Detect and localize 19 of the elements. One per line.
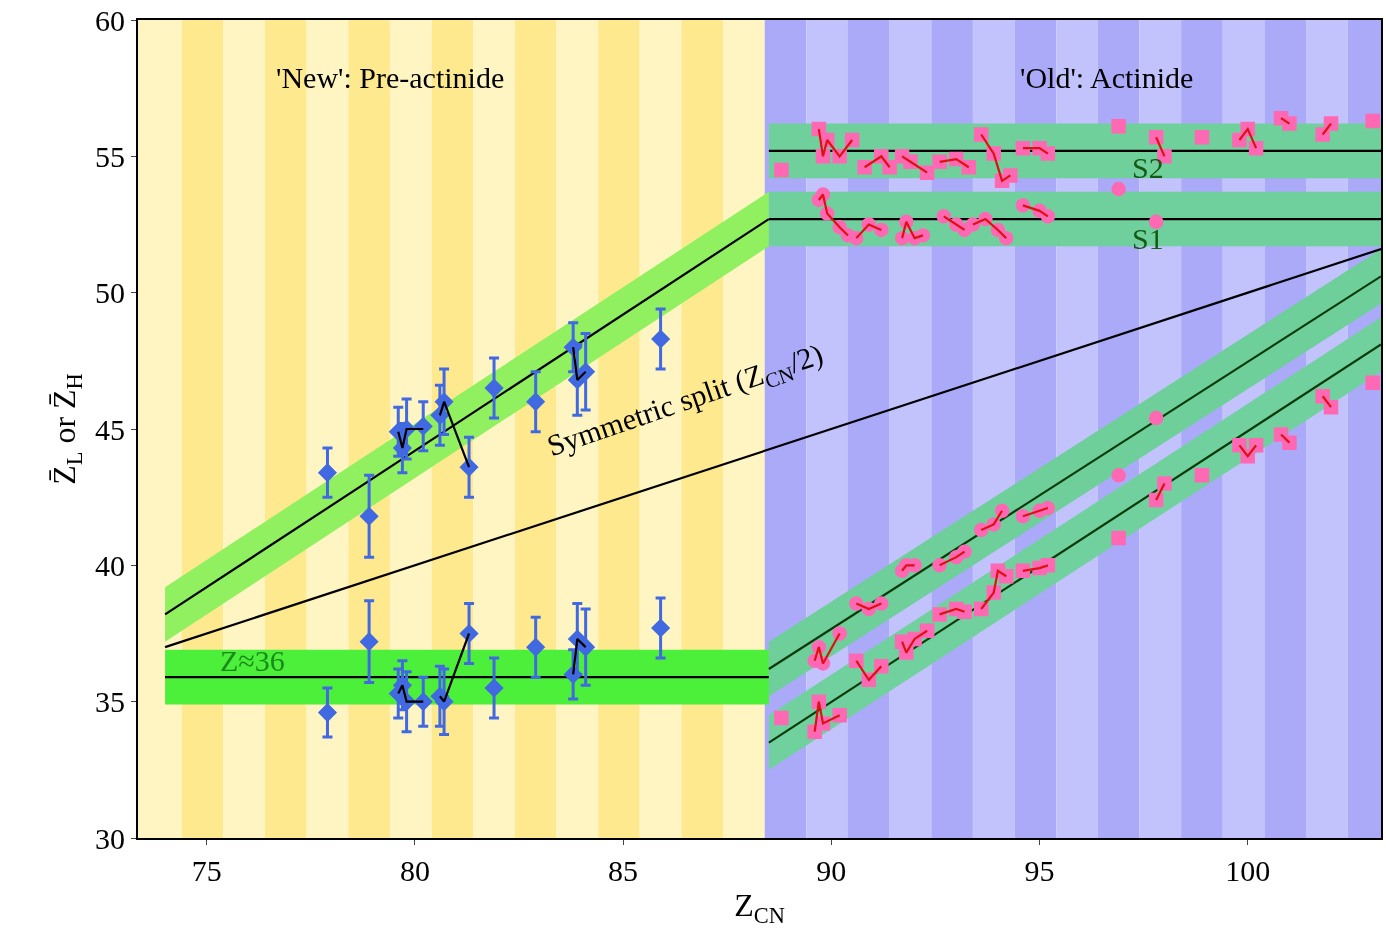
x-tick-label: 85 — [608, 854, 639, 887]
y-tick-label: 50 — [95, 276, 125, 310]
x-tick-label: 100 — [1225, 854, 1271, 887]
annotation: Z≈36 — [220, 644, 285, 677]
x-tick-label: 80 — [399, 854, 430, 887]
y-tick-label: 45 — [95, 412, 125, 446]
x-tick-label: 75 — [191, 854, 222, 887]
y-tick-label: 40 — [95, 548, 125, 582]
annotation: S2 — [1132, 151, 1164, 184]
y-tick-label: 30 — [95, 821, 125, 855]
y-tick-label: 55 — [95, 139, 125, 173]
x-tick-label: 95 — [1024, 854, 1055, 887]
x-tick-label: 90 — [816, 854, 847, 887]
annotation: 'New': Pre-actinide — [276, 61, 505, 94]
annotation: 'Old': Actinide — [1020, 61, 1194, 94]
x-axis-title: Z$_{CN}$ — [734, 887, 785, 929]
y-tick-label: 60 — [95, 3, 125, 37]
annotation: S1 — [1132, 222, 1164, 255]
y-tick-label: 35 — [95, 685, 125, 719]
